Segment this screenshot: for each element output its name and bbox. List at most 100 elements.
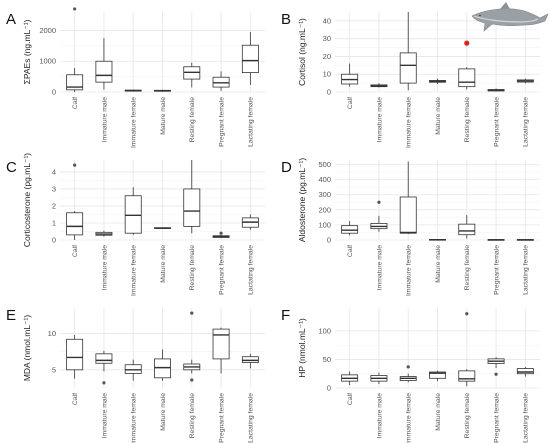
iqr-box	[399, 52, 417, 84]
x-tick-label: Pregnant female	[493, 245, 500, 295]
box-lactating-female	[241, 214, 259, 230]
x-tick-label: Lactating female	[248, 245, 255, 295]
iqr-box	[458, 68, 476, 88]
panel-c: 0 1 2 3 4 Calf Immature male Immature female Mat…	[6, 153, 265, 296]
box-immature-female	[124, 89, 142, 92]
x-tick-label: Calf	[72, 97, 79, 109]
x-tick-label: Immature male	[376, 245, 383, 291]
x-tick-label: Immature male	[101, 97, 108, 143]
x-tick-label: Immature female	[131, 245, 138, 296]
panel-letter: E	[6, 307, 16, 324]
box-lactating-female	[516, 239, 534, 241]
box-resting-female	[458, 312, 476, 387]
x-tick-label: Calf	[72, 245, 79, 257]
y-axis-label: HP (nmol.mL⁻¹)	[297, 318, 307, 378]
iqr-box	[241, 44, 259, 74]
iqr-box	[124, 195, 142, 234]
x-tick-label: Mature male	[160, 245, 167, 283]
box-immature-male	[370, 83, 388, 88]
y-tick-label: 3	[52, 184, 56, 193]
y-tick-label: 20	[323, 52, 331, 61]
panel-f: 0 50 100 Calf Immature male Immature female Ma…	[281, 307, 540, 443]
x-tick-label: Pregnant female	[493, 97, 500, 147]
panel-letter: F	[281, 307, 290, 324]
y-tick-label: 0	[52, 88, 56, 97]
panels: 0 10 0 0 2000 Calf Immature male Immature femal…	[6, 7, 540, 443]
iqr-box	[458, 370, 476, 382]
box-mature-male	[429, 238, 446, 241]
x-tick-label: Lactating female	[248, 393, 255, 443]
y-tick-label: 2	[52, 201, 56, 210]
box-immature-male	[95, 350, 113, 385]
outlier-point	[73, 7, 77, 11]
x-tick-label: Resting female	[464, 245, 471, 291]
x-tick-label: Calf	[347, 97, 354, 109]
iqr-box	[124, 364, 142, 374]
y-tick-label: 0	[52, 236, 56, 245]
x-tick-label: Mature male	[435, 97, 442, 135]
box-resting-female	[183, 62, 201, 88]
y-axis-label: MDA (nmol.mL⁻¹)	[22, 315, 32, 382]
x-tick-label: Calf	[347, 393, 354, 405]
box-calf	[66, 334, 84, 379]
y-tick-label: 500	[318, 160, 331, 169]
box-immature-female	[124, 359, 142, 381]
x-tick-label: Resting female	[189, 245, 196, 291]
panel-e: 5 10 Calf Immature male Immature female Matur…	[6, 307, 265, 443]
panel-b: 0 10 20 30 40 Calf Immature male Immature femal…	[281, 11, 540, 148]
iqr-box	[66, 74, 84, 91]
y-tick-label: 300	[318, 190, 331, 199]
iqr-box	[241, 356, 259, 363]
box-lactating-female	[516, 366, 534, 377]
box-resting-female	[458, 215, 476, 239]
box-pregnant-female	[487, 88, 505, 92]
box-calf	[66, 7, 84, 92]
box-immature-female	[124, 187, 142, 235]
box-pregnant-female	[212, 71, 230, 91]
x-tick-label: Immature female	[406, 393, 413, 443]
y-tick-label: 10	[323, 70, 331, 79]
y-tick-label: 5	[52, 365, 56, 374]
box-mature-male	[429, 78, 446, 84]
box-immature-female	[399, 161, 417, 234]
y-tick-label: 2000	[39, 26, 56, 35]
box-immature-male	[95, 230, 113, 237]
outlier-point	[377, 200, 381, 204]
y-tick-label: 0	[327, 236, 331, 245]
x-tick-label: Lactating female	[248, 97, 255, 147]
box-pregnant-female	[212, 327, 230, 374]
iqr-box	[66, 338, 84, 371]
y-axis-label: Cortisol (ng.mL⁻¹)	[297, 18, 307, 86]
y-axis-label: Corticosterone (pg.mL⁻¹)	[22, 153, 32, 247]
iqr-box	[66, 212, 84, 236]
iqr-box	[516, 368, 534, 375]
dolphin-illustration	[471, 2, 549, 32]
x-tick-label: Immature female	[131, 393, 138, 443]
x-tick-label: Mature male	[160, 97, 167, 135]
box-pregnant-female	[487, 357, 505, 376]
x-tick-label: Resting female	[464, 97, 471, 143]
x-tick-label: Resting female	[464, 393, 471, 439]
x-tick-label: Immature female	[406, 245, 413, 296]
y-tick-label: 200	[318, 205, 331, 214]
box-resting-female	[183, 311, 201, 382]
x-tick-label: Resting female	[189, 393, 196, 439]
x-tick-label: Pregnant female	[493, 393, 500, 443]
x-tick-label: Calf	[347, 245, 354, 257]
iqr-box	[458, 223, 476, 236]
panel-letter: D	[281, 159, 292, 176]
box-immature-female	[399, 365, 417, 383]
iqr-box	[399, 196, 417, 234]
outlier-point	[73, 163, 77, 167]
box-mature-male	[154, 89, 171, 92]
x-tick-label: Immature male	[376, 97, 383, 143]
y-tick-label: 400	[318, 175, 331, 184]
panel-letter: A	[6, 11, 16, 28]
outlier-point	[190, 378, 194, 382]
iqr-box	[95, 60, 113, 83]
iqr-box	[212, 328, 230, 360]
x-tick-label: Lactating female	[523, 393, 530, 443]
box-mature-male	[429, 370, 446, 382]
box-immature-male	[370, 372, 388, 384]
x-tick-label: Pregnant female	[218, 393, 225, 443]
